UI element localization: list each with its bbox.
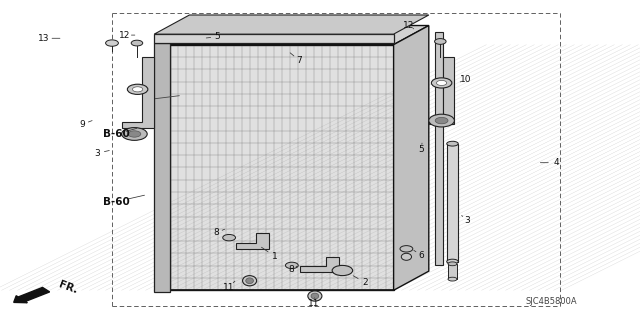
Text: 11: 11 — [223, 283, 235, 292]
Circle shape — [436, 80, 447, 85]
Text: 8: 8 — [214, 228, 219, 237]
Ellipse shape — [448, 262, 457, 266]
Polygon shape — [300, 257, 339, 272]
Text: 8: 8 — [289, 265, 294, 274]
Text: 3: 3 — [465, 216, 470, 225]
Text: 4: 4 — [554, 158, 559, 167]
Text: 7: 7 — [297, 56, 302, 65]
Text: FR.: FR. — [58, 280, 79, 296]
Text: 11: 11 — [308, 299, 319, 308]
Polygon shape — [154, 34, 186, 43]
Text: B-60: B-60 — [103, 197, 130, 207]
Text: SJC4B5800A: SJC4B5800A — [526, 297, 577, 306]
Circle shape — [431, 78, 452, 88]
Polygon shape — [236, 233, 269, 249]
Circle shape — [223, 234, 236, 241]
Circle shape — [285, 262, 298, 269]
Text: 5: 5 — [215, 32, 220, 41]
Polygon shape — [154, 15, 429, 34]
Polygon shape — [429, 57, 454, 124]
Polygon shape — [170, 26, 429, 45]
Text: B-60: B-60 — [103, 129, 130, 139]
Circle shape — [122, 128, 147, 140]
Bar — [154, 34, 394, 43]
Bar — [448, 264, 457, 279]
Circle shape — [400, 246, 413, 252]
Ellipse shape — [447, 259, 458, 264]
Text: 10: 10 — [460, 75, 472, 84]
Text: 2: 2 — [362, 278, 367, 287]
Text: 5: 5 — [419, 145, 424, 154]
Bar — [170, 45, 394, 290]
Circle shape — [131, 40, 143, 46]
Text: 1: 1 — [273, 252, 278, 261]
Circle shape — [435, 117, 448, 124]
Bar — [435, 32, 443, 265]
Polygon shape — [122, 57, 154, 128]
Ellipse shape — [308, 291, 322, 301]
Ellipse shape — [401, 253, 412, 260]
Ellipse shape — [243, 276, 257, 286]
Text: 12: 12 — [403, 21, 414, 30]
Circle shape — [429, 114, 454, 127]
Bar — [154, 43, 170, 292]
Ellipse shape — [311, 293, 319, 299]
Bar — [447, 144, 458, 262]
Polygon shape — [394, 26, 429, 290]
Bar — [170, 45, 394, 290]
FancyArrow shape — [13, 287, 50, 303]
Circle shape — [132, 87, 143, 92]
Text: 3: 3 — [95, 149, 100, 158]
Circle shape — [435, 39, 446, 44]
Text: 13: 13 — [38, 34, 49, 43]
Ellipse shape — [447, 141, 458, 146]
Text: 12: 12 — [119, 31, 131, 40]
Text: 9: 9 — [79, 120, 84, 129]
Circle shape — [127, 84, 148, 94]
Circle shape — [106, 40, 118, 46]
Circle shape — [332, 265, 353, 276]
Ellipse shape — [246, 278, 253, 284]
Ellipse shape — [448, 277, 457, 281]
Text: 6: 6 — [419, 251, 424, 260]
Circle shape — [128, 131, 141, 137]
